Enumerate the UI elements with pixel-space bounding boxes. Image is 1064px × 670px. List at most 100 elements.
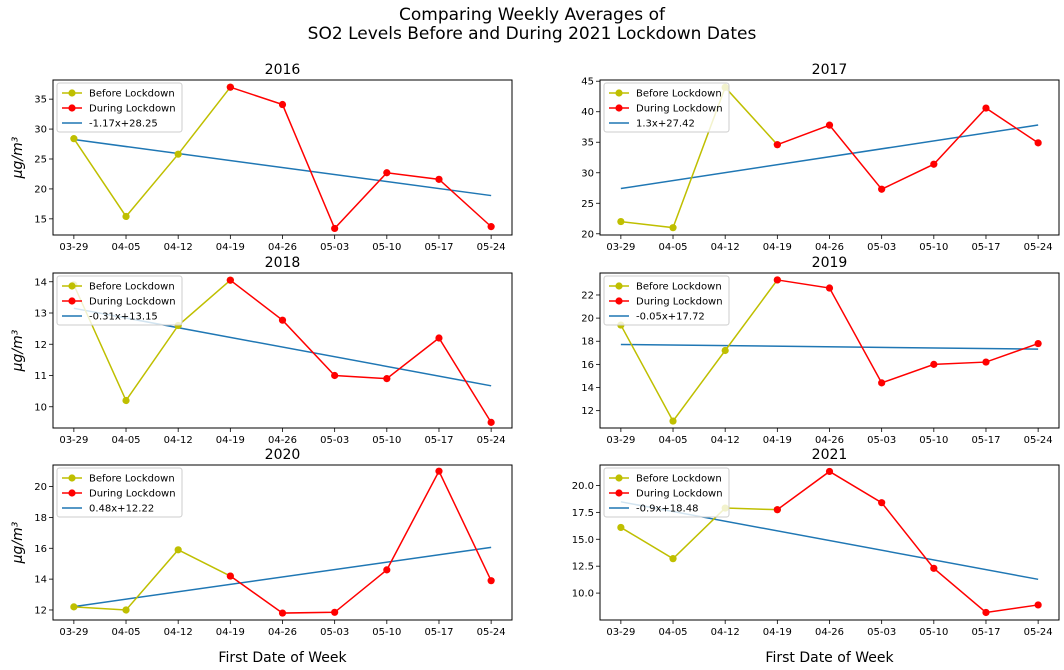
- x-tick-label: 05-17: [424, 627, 453, 638]
- y-tick-label: 12: [34, 605, 47, 616]
- x-tick-label: 03-29: [606, 242, 635, 253]
- x-tick-label: 05-24: [477, 242, 506, 253]
- y-tick-label: 14: [34, 575, 47, 586]
- legend: Before Lockdown During Lockdown 1.3x+27.42: [603, 82, 730, 133]
- x-axis-label: First Date of Week: [765, 650, 894, 666]
- during-lockdown-point: [982, 358, 990, 366]
- x-tick-label: 05-10: [372, 627, 401, 638]
- before-lockdown-line: [73, 548, 231, 611]
- y-tick-label: 12.5: [572, 562, 594, 573]
- y-tick-label: 25: [581, 199, 594, 210]
- during-lockdown-point: [278, 316, 287, 324]
- x-tick-label: 04-26: [268, 435, 297, 446]
- during-lockdown-point: [383, 566, 391, 574]
- during-lockdown-point: [825, 284, 834, 292]
- during-lockdown-point: [773, 276, 781, 284]
- during-lockdown-point: [487, 418, 495, 426]
- before-lockdown-point: [174, 546, 182, 554]
- legend-swatch-marker: [615, 489, 623, 497]
- during-lockdown-point: [773, 506, 781, 514]
- subplot-2020: 2020 03-29 04-05 04-12 04-19 04-26 05-03 05-10 0…: [10, 447, 513, 666]
- y-axis-label: μg/m³: [10, 329, 26, 372]
- legend-swatch-marker: [68, 474, 76, 482]
- x-tick-label: 04-05: [658, 435, 687, 446]
- y-tick-label: 20: [581, 314, 594, 325]
- legend-label: 0.48x+12.22: [89, 504, 154, 515]
- during-lockdown-point: [331, 608, 339, 616]
- y-tick-label: 25: [34, 154, 47, 165]
- x-tick-label: 04-19: [763, 242, 792, 253]
- legend-swatch-marker: [615, 474, 623, 482]
- before-lockdown-point: [70, 135, 78, 143]
- x-tick-label: 05-17: [424, 435, 453, 446]
- during-lockdown-line: [230, 86, 492, 230]
- x-tick-label: 04-19: [216, 435, 245, 446]
- during-lockdown-point: [982, 104, 990, 112]
- x-tick-label: 03-29: [606, 627, 635, 638]
- during-lockdown-point: [226, 83, 234, 91]
- before-lockdown-point: [617, 217, 625, 226]
- during-lockdown-point: [435, 175, 443, 183]
- during-lockdown-point: [825, 121, 834, 129]
- suptitle-line-2: SO2 Levels Before and During 2021 Lockdo…: [307, 24, 757, 44]
- legend-label: Before Lockdown: [89, 282, 175, 293]
- y-tick-label: 18: [34, 513, 47, 524]
- during-lockdown-point: [331, 371, 339, 380]
- during-lockdown-point: [331, 224, 339, 233]
- x-tick-label: 04-26: [815, 242, 844, 253]
- x-tick-label: 04-19: [763, 435, 792, 446]
- legend-box: [603, 275, 730, 326]
- y-tick-label: 17.5: [572, 508, 594, 519]
- x-tick-label: 04-05: [658, 627, 687, 638]
- x-tick-label: 05-10: [919, 435, 948, 446]
- y-tick-label: 15: [34, 214, 47, 225]
- before-lockdown-point: [669, 224, 677, 232]
- before-lockdown-line: [620, 85, 778, 229]
- x-tick-label: 04-26: [268, 627, 297, 638]
- before-lockdown-line: [620, 279, 778, 423]
- subplot-title: 2017: [812, 62, 848, 78]
- during-lockdown-point: [383, 375, 391, 383]
- legend-label: -1.17x+28.25: [89, 119, 158, 130]
- legend: Before Lockdown During Lockdown -0.9x+18.4…: [603, 467, 730, 518]
- legend-label: Before Lockdown: [636, 282, 722, 293]
- legend-label: Before Lockdown: [89, 89, 175, 100]
- x-tick-label: 05-03: [867, 627, 896, 638]
- during-lockdown-point: [226, 572, 234, 580]
- before-lockdown-point: [122, 396, 130, 405]
- y-tick-label: 20: [34, 482, 47, 493]
- x-tick-label: 05-03: [320, 627, 349, 638]
- trend-line: [73, 546, 492, 608]
- legend-box: [56, 275, 183, 326]
- legend-swatch-marker: [615, 104, 623, 112]
- during-lockdown-point: [878, 185, 886, 193]
- y-tick-label: 18: [581, 337, 594, 348]
- x-tick-label: 04-26: [815, 627, 844, 638]
- during-lockdown-point: [773, 141, 781, 149]
- during-lockdown-line: [776, 470, 1039, 614]
- legend-swatch-marker: [615, 297, 623, 305]
- x-tick-label: 03-29: [606, 435, 635, 446]
- legend: Before Lockdown During Lockdown -1.17x+28.…: [56, 82, 183, 133]
- during-lockdown-line: [777, 107, 1039, 191]
- legend-label: Before Lockdown: [636, 89, 722, 100]
- during-lockdown-point: [1034, 139, 1042, 147]
- y-tick-label: 35: [581, 138, 594, 149]
- x-tick-label: 05-24: [1024, 242, 1053, 253]
- legend-label: -0.05x+17.72: [636, 312, 705, 323]
- legend-label: During Lockdown: [89, 297, 176, 308]
- x-axis-label: First Date of Week: [218, 650, 347, 666]
- legend: Before Lockdown During Lockdown 0.48x+12.2…: [56, 467, 183, 518]
- legend-swatch-marker: [68, 282, 76, 290]
- x-tick-label: 05-10: [919, 242, 948, 253]
- x-tick-label: 04-05: [111, 627, 140, 638]
- y-tick-label: 14: [581, 383, 594, 394]
- before-lockdown-line: [73, 279, 231, 403]
- during-lockdown-line: [777, 279, 1039, 384]
- x-tick-label: 05-24: [477, 435, 506, 446]
- x-tick-label: 04-05: [111, 435, 140, 446]
- before-lockdown-point: [70, 603, 78, 611]
- x-tick-label: 05-17: [971, 242, 1000, 253]
- during-lockdown-line: [229, 279, 492, 423]
